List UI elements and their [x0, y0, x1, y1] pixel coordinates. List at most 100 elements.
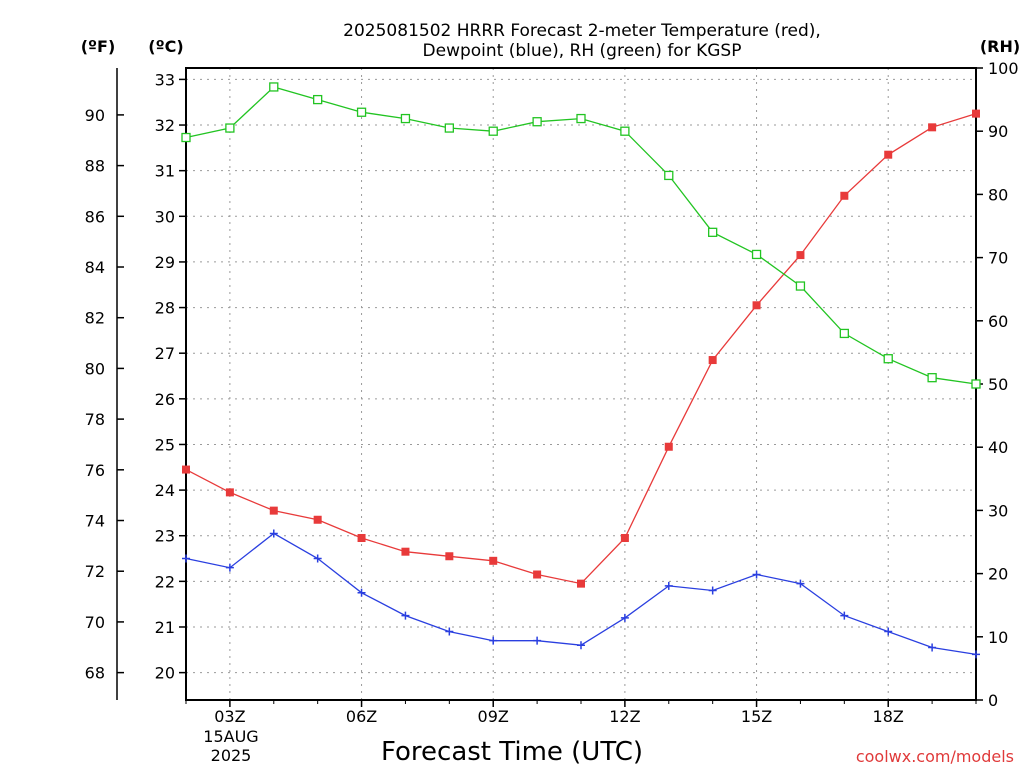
fahrenheit-tick-label: 80 [85, 359, 105, 378]
celsius-tick-label: 32 [155, 116, 175, 135]
rh-data-point [532, 117, 542, 127]
dewpoint-data-point [840, 611, 849, 620]
chart-title-line-1: 2025081502 HRRR Forecast 2-meter Tempera… [343, 21, 821, 41]
rh-data-point [181, 132, 191, 143]
celsius-tick-label: 21 [155, 618, 175, 637]
temperature-data-point [708, 356, 717, 365]
celsius-tick-label: 29 [155, 253, 175, 272]
celsius-tick-label: 23 [155, 527, 175, 546]
rh-tick-label: 30 [988, 501, 1008, 520]
temperature-data-point [489, 556, 498, 565]
temperature-data-point [533, 570, 542, 579]
temperature-data-point [664, 442, 673, 451]
credit-label: coolwx.com/models [856, 747, 1014, 766]
plot-frame [185, 67, 977, 701]
fahrenheit-tick-label: 88 [85, 157, 105, 176]
celsius-tick-label: 27 [155, 344, 175, 363]
rh-axis-unit: (RH) [980, 37, 1020, 56]
dewpoint-data-point [269, 529, 278, 538]
x-tick-label: 06Z [346, 707, 377, 726]
temperature-data-point [445, 552, 454, 561]
celsius-tick-label: 25 [155, 435, 175, 454]
rh-data-point [400, 113, 411, 124]
dewpoint-data-point [708, 586, 717, 595]
fahrenheit-tick-label: 76 [85, 461, 105, 480]
rh-data-point [708, 227, 718, 237]
temperature-data-point [182, 465, 190, 474]
temperature-data-point [225, 488, 234, 497]
temperature-data-point [796, 251, 805, 260]
celsius-tick-label: 22 [155, 572, 175, 591]
rh-data-point [444, 123, 454, 133]
x-tick-label: 15Z [741, 707, 772, 726]
celsius-tick-label: 28 [155, 299, 175, 318]
dewpoint-data-point [577, 641, 585, 650]
celsius-axis-unit: (ºC) [148, 37, 183, 56]
rh-data-point [839, 328, 849, 339]
celsius-tick-label: 30 [155, 207, 175, 226]
rh-tick-label: 80 [988, 185, 1008, 204]
x-tick-label: 12Z [609, 707, 640, 726]
fahrenheit-tick-label: 82 [85, 309, 105, 328]
rh-tick-label: 0 [988, 691, 998, 710]
x-tick-label: 18Z [873, 707, 904, 726]
grid-layer [186, 68, 976, 700]
rh-tick-label: 10 [988, 628, 1008, 647]
rh-tick-label: 40 [988, 438, 1008, 457]
temperature-data-point [884, 150, 893, 159]
temperature-data-point [577, 579, 585, 588]
temperature-data-point [357, 534, 366, 543]
dewpoint-data-point [884, 627, 893, 636]
dewpoint-data-point [620, 613, 629, 622]
rh-series-line [185, 86, 977, 385]
temperature-data-point [269, 506, 278, 515]
celsius-tick-label: 26 [155, 390, 175, 409]
temperature-data-point [620, 534, 629, 543]
fahrenheit-tick-label: 78 [85, 410, 105, 429]
dewpoint-data-point [313, 554, 322, 563]
fahrenheit-tick-label: 90 [85, 106, 105, 125]
axis-layer: 03Z 06Z 09Z 12Z 15Z 18Z 20 21 22 23 24 25 26 27 28 29 30… [85, 59, 1019, 726]
rh-data-point [576, 113, 586, 124]
rh-data-point [269, 82, 279, 92]
temperature-data-point [840, 191, 849, 200]
rh-tick-label: 90 [988, 122, 1008, 141]
rh-data-point [751, 249, 762, 260]
dewpoint-data-point [664, 581, 673, 590]
celsius-tick-label: 31 [155, 162, 175, 181]
rh-data-point [488, 126, 498, 136]
rh-tick-label: 20 [988, 565, 1008, 584]
temperature-data-point [752, 301, 761, 310]
dewpoint-data-point [182, 554, 190, 563]
rh-tick-label: 100 [988, 59, 1019, 78]
dewpoint-data-point [533, 636, 542, 645]
chart-title-line-2: Dewpoint (blue), RH (green) for KGSP [423, 41, 742, 61]
x-tick-label: 03Z [214, 707, 245, 726]
dewpoint-data-point [796, 579, 805, 588]
rh-data-point [620, 126, 630, 136]
rh-data-point [883, 354, 893, 364]
rh-data-point [927, 373, 937, 383]
celsius-tick-label: 20 [155, 664, 175, 683]
dewpoint-data-point [445, 627, 454, 636]
rh-tick-label: 60 [988, 312, 1008, 331]
rh-data-point [225, 123, 235, 133]
rh-tick-label: 70 [988, 249, 1008, 268]
dewpoint-data-point [489, 636, 498, 645]
rh-data-point [664, 170, 674, 181]
temperature-data-point [401, 547, 410, 556]
dewpoint-data-point [752, 570, 761, 579]
temperature-data-point [928, 123, 937, 132]
fahrenheit-axis-unit: (ºF) [81, 37, 116, 56]
dewpoint-series-line [185, 532, 977, 656]
dewpoint-data-point [401, 611, 410, 620]
series-layer [181, 82, 981, 659]
fahrenheit-tick-label: 72 [85, 562, 105, 581]
rh-tick-label: 50 [988, 375, 1008, 394]
fahrenheit-tick-label: 86 [85, 207, 105, 226]
date-label-year: 2025 [211, 746, 252, 765]
x-tick-label: 09Z [478, 707, 509, 726]
dewpoint-data-point [928, 643, 937, 652]
rh-data-point [356, 107, 367, 117]
